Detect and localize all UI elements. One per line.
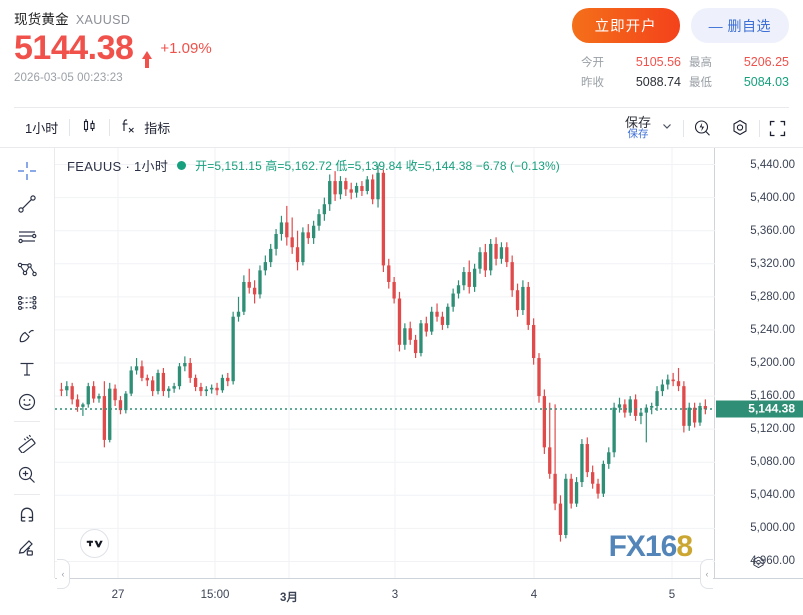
timeframe-selector[interactable]: 1小时 — [14, 108, 69, 148]
remove-watchlist-button[interactable]: — 删自选 — [690, 8, 789, 43]
symbol-row: 现货黄金 XAUUSD — [14, 8, 789, 28]
chart-area: FEAUUS · 1小时 开=5,151.15 高=5,162.72 低=5,1… — [0, 148, 803, 615]
chart-toolbar: 1小时 指标 保 — [0, 108, 803, 148]
fx168-primary: FX16 — [608, 530, 678, 563]
price-tick-label: 5,120.00 — [750, 423, 795, 436]
fx168-accent: 8 — [676, 530, 693, 563]
price-tick-label: 5,160.00 — [750, 390, 795, 403]
pitchfork-icon[interactable] — [7, 253, 47, 286]
toolbar-divider-4 — [759, 119, 760, 137]
price-tick-label: 5,240.00 — [750, 323, 795, 336]
save-label: 保存 — [624, 114, 651, 130]
quote-stats: 今开 5105.56 最高 5206.25 昨收 5088.74 最低 5084… — [524, 54, 789, 90]
lock-drawing-icon[interactable] — [7, 531, 47, 564]
magnet-icon[interactable] — [7, 498, 47, 531]
fullscreen-icon[interactable] — [760, 120, 795, 137]
trend-line-icon[interactable] — [7, 187, 47, 220]
candlestick-plot[interactable]: FEAUUS · 1小时 开=5,151.15 高=5,162.72 低=5,1… — [55, 148, 715, 578]
brush-icon[interactable] — [7, 319, 47, 352]
stat-value-open: 5105.56 — [635, 55, 681, 69]
time-tick-label: 5 — [668, 589, 676, 601]
scroll-right-handle[interactable]: ‹ — [700, 559, 713, 589]
toolbar-divider-1 — [69, 119, 71, 136]
price-tick-label: 5,080.00 — [750, 456, 795, 469]
text-icon[interactable] — [7, 352, 47, 385]
tradingview-logo[interactable] — [80, 529, 109, 558]
zoom-in-icon[interactable] — [7, 458, 47, 491]
price-tick-label: 5,360.00 — [750, 224, 795, 237]
toolbar-separator-1 — [14, 421, 40, 422]
last-price: 5144.38 — [14, 29, 134, 67]
chart-type-button[interactable] — [70, 108, 109, 148]
price-axis[interactable]: 5,440.00 5,400.00 5,360.00 5,320.00 5,280.00… — [715, 148, 803, 578]
indicators-button[interactable]: 指标 — [110, 108, 181, 148]
open-account-button[interactable]: 立即开户 — [571, 8, 680, 43]
time-tick-label: 15:00 — [200, 589, 230, 601]
change-percent: +1.09% — [160, 40, 212, 58]
stat-label-low: 最低 — [689, 77, 712, 89]
crosshair-icon[interactable] — [7, 154, 47, 187]
symbol-name: 现货黄金 — [14, 12, 69, 27]
toolbar-divider-2 — [109, 119, 111, 136]
gear-icon[interactable] — [721, 118, 759, 138]
time-tick-label: 3月 — [280, 592, 298, 604]
quote-header: 现货黄金 XAUUSD 5144.38 +1.09% 2026-03-05 00… — [0, 0, 803, 108]
chevron-down-icon[interactable] — [661, 119, 673, 137]
save-button[interactable]: 保存 保存 — [619, 116, 657, 141]
timeframe-label: 1小时 — [25, 121, 59, 136]
candlestick-icon — [81, 117, 98, 139]
emoji-icon[interactable] — [7, 385, 47, 418]
stat-value-low: 5084.03 — [743, 75, 789, 89]
stat-label-high: 最高 — [689, 57, 712, 69]
price-tick-label: 5,040.00 — [750, 489, 795, 502]
price-tick-label: 5,280.00 — [750, 290, 795, 303]
header-divider — [14, 107, 789, 108]
action-buttons: 立即开户 — 删自选 — [524, 8, 789, 43]
current-price-badge: 5,144.38 — [716, 400, 803, 418]
stat-label-open: 今开 — [581, 57, 604, 69]
price-tick-label: 5,000.00 — [750, 522, 795, 535]
toolbar-separator-2 — [14, 494, 40, 495]
drawing-toolbar — [0, 148, 55, 578]
stat-value-prevclose: 5088.74 — [635, 75, 681, 89]
time-tick-label: 3 — [391, 589, 399, 601]
scroll-left-handle[interactable]: ‹ — [57, 559, 70, 589]
symbol-code: XAUUSD — [75, 13, 131, 27]
quote-timestamp: 2026-03-05 00:23:23 — [14, 71, 123, 84]
price-tick-label: 5,200.00 — [750, 357, 795, 369]
indicators-label: 指标 — [144, 121, 171, 136]
candle-series — [55, 148, 715, 578]
stat-value-high: 5206.25 — [743, 55, 789, 69]
price-tick-label: 5,440.00 — [750, 158, 795, 171]
price-row: 5144.38 +1.09% — [14, 29, 789, 68]
price-tick-label: 4,960.00 — [750, 555, 795, 568]
save-sub-label: 保存 — [627, 128, 649, 141]
price-tick-label: 5,320.00 — [750, 257, 795, 270]
lightning-search-icon[interactable] — [684, 119, 721, 138]
price-tick-label: 5,400.00 — [750, 191, 795, 204]
header-actions: 立即开户 — 删自选 今开 5105.56 最高 5206.25 昨收 5088… — [524, 8, 789, 90]
chart-legend: FEAUUS · 1小时 开=5,151.15 高=5,162.72 低=5,1… — [67, 156, 560, 175]
fx168-watermark: FX168 — [608, 530, 693, 564]
fx-icon — [121, 117, 137, 139]
measure-icon[interactable] — [7, 425, 47, 458]
time-tick-label: 4 — [530, 589, 538, 601]
legend-title: FEAUUS · 1小时 — [67, 159, 169, 174]
legend-ohlc-values: 开=5,151.15 高=5,162.72 低=5,139.84 收=5,144… — [195, 159, 560, 173]
stat-label-prevclose: 昨收 — [581, 77, 604, 89]
time-tick-label: 27 — [111, 589, 125, 601]
legend-dot-icon — [177, 161, 187, 170]
toolbar-divider-3 — [683, 119, 684, 137]
toolbar-right-group: 保存 保存 — [619, 108, 795, 148]
fib-retracement-icon[interactable] — [7, 220, 47, 253]
pattern-icon[interactable] — [7, 286, 47, 319]
axis-settings-icon[interactable] — [750, 554, 767, 576]
time-axis[interactable]: 27 15:00 3月 3 4 5 — [55, 578, 803, 615]
